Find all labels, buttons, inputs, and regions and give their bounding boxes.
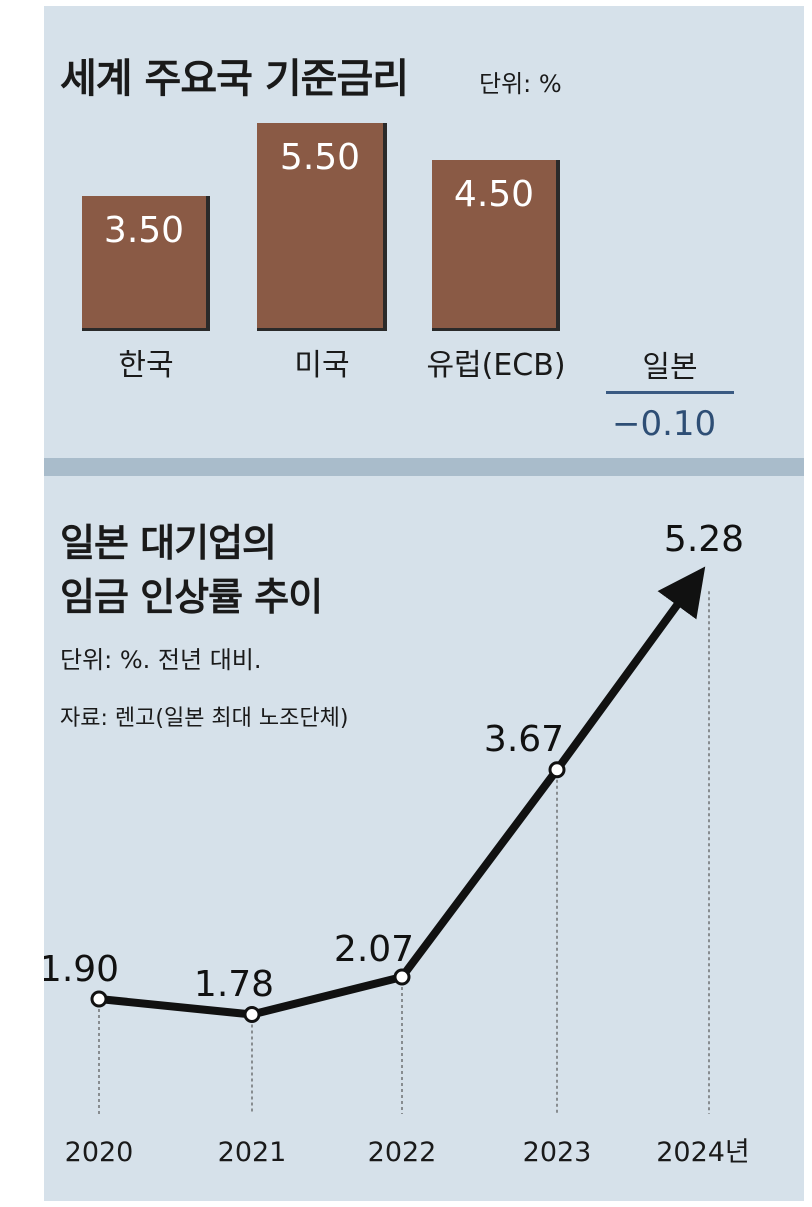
data-label-2023: 3.67 <box>484 719 564 760</box>
data-label-2020: 1.90 <box>44 949 119 990</box>
bar-usa: 5.50 <box>257 123 387 331</box>
line-chart-unit-label: 단위: %. 전년 대비. <box>60 646 262 674</box>
data-point-2023 <box>548 761 566 779</box>
bar-value-label-japan: −0.10 <box>612 404 717 444</box>
bar-category-korea: 한국 <box>118 348 174 383</box>
x-tick-label-2021: 2021 <box>218 1137 287 1168</box>
line-chart-title-line2: 임금 인상률 추이 <box>60 575 323 619</box>
x-tick-label-2023: 2023 <box>523 1137 592 1168</box>
data-label-2021: 1.78 <box>194 964 274 1005</box>
x-tick-label-2020: 2020 <box>65 1137 134 1168</box>
data-label-2022: 2.07 <box>334 929 414 970</box>
x-tick-label-2022: 2022 <box>368 1137 437 1168</box>
data-label-2024: 5.28 <box>664 519 744 560</box>
bar-chart-title: 세계 주요국 기준금리 <box>60 56 409 102</box>
bar-category-japan: 일본 <box>642 350 698 385</box>
bar-chart-unit-label: 단위: % <box>479 70 562 98</box>
line-chart-source: 자료: 렌고(일본 최대 노조단체) <box>60 706 349 731</box>
infographic-panel: 세계 주요국 기준금리 단위: % 3.50 5.50 4.50 한국 미국 유… <box>44 6 804 1201</box>
data-point-2022 <box>393 968 411 986</box>
bar-value-label-usa: 5.50 <box>279 137 361 178</box>
data-point-2020 <box>90 990 108 1008</box>
bar-category-usa: 미국 <box>294 348 350 383</box>
data-point-2021 <box>243 1006 261 1024</box>
bar-value-label-korea: 3.50 <box>103 210 185 251</box>
bar-category-europe-ecb: 유럽(ECB) <box>426 348 566 383</box>
bar-europe-ecb: 4.50 <box>432 160 560 331</box>
japan-negative-bar <box>606 391 734 394</box>
x-tick-label-2024: 2024년 <box>656 1137 750 1168</box>
bar-value-label-europe-ecb: 4.50 <box>453 174 535 215</box>
section-divider <box>44 458 804 476</box>
line-chart-title-line1: 일본 대기업의 <box>60 521 277 565</box>
bar-korea: 3.50 <box>82 196 210 331</box>
line-chart-plot: 1.90 1.78 2.07 3.67 5.28 2020 2021 2022 2023 2024… <box>44 519 750 1168</box>
